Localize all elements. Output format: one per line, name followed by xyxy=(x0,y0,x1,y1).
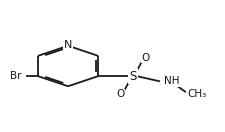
Text: Br: Br xyxy=(10,71,22,81)
Text: O: O xyxy=(141,53,149,63)
Text: O: O xyxy=(116,89,124,99)
Text: NH: NH xyxy=(164,76,179,86)
Text: CH₃: CH₃ xyxy=(186,89,205,99)
Text: N: N xyxy=(64,40,72,50)
Text: S: S xyxy=(129,70,136,83)
